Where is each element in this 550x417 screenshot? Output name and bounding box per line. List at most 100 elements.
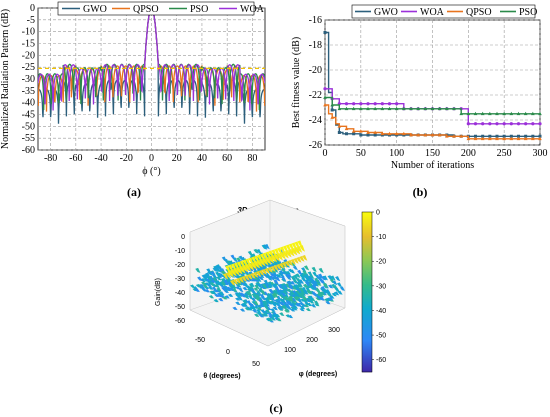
surface-patch (292, 265, 298, 271)
surface-patch (267, 264, 273, 270)
surface-patch (251, 306, 257, 311)
colorbar-slice (362, 233, 372, 235)
surface-patch (289, 269, 296, 274)
surface-patch (277, 306, 283, 311)
surface-patch (220, 281, 226, 287)
surface-patch (296, 257, 302, 263)
surface-patch (256, 311, 262, 316)
colorbar-slice (362, 332, 372, 334)
colorbar-slice (362, 224, 372, 226)
colorbar-slice (362, 265, 372, 267)
surface-patch (258, 276, 264, 281)
colorbar-slice (362, 363, 372, 365)
surface-patch (287, 260, 293, 266)
colorbar-slice (362, 310, 372, 312)
colorbar-slice (362, 287, 372, 289)
surface-patch (289, 290, 295, 295)
surface-patch (307, 271, 313, 277)
series-marker-qpso (380, 131, 385, 136)
surface-patch (216, 287, 222, 292)
colorbar-slice (362, 296, 372, 298)
surface-patch (291, 248, 297, 255)
surface-patch (248, 303, 255, 308)
surface-patch (288, 296, 294, 302)
series-marker-qpso (337, 124, 342, 128)
series-marker-qpso (452, 134, 456, 138)
colorbar-slice (362, 294, 372, 296)
surface-patch (258, 299, 264, 305)
surface-patch (339, 286, 345, 291)
surface-patch (299, 290, 305, 295)
x-axis-label-b: Number of iterations (391, 160, 474, 171)
surface-patch (242, 265, 248, 272)
y-tick-label-a: -60 (22, 145, 35, 156)
series-marker-qpso (488, 136, 492, 141)
colorbar-slice (362, 371, 372, 373)
series-marker-qpso (394, 131, 399, 136)
surface-patch (281, 286, 287, 291)
surface-patch (285, 273, 291, 279)
legend-label-woa: WOA (420, 7, 445, 18)
series-marker-pso (366, 106, 370, 111)
y-tick-label-a: -15 (22, 39, 35, 50)
y-tick-label-a: -10 (22, 27, 35, 38)
surface-patch (264, 268, 270, 274)
surface-patch (252, 309, 258, 313)
surface-patch (268, 288, 274, 294)
colorbar-slice (362, 230, 372, 232)
surface-patch (335, 276, 341, 282)
colorbar-slice (362, 278, 372, 280)
colorbar-slice (362, 229, 372, 231)
series-marker-woa (516, 122, 521, 126)
colorbar-slice (362, 215, 372, 217)
surface-patch (333, 291, 340, 296)
colorbar-slice (362, 231, 372, 233)
surface-patch (306, 289, 312, 295)
series-marker-gwo (345, 132, 348, 136)
surface-patch (261, 269, 267, 275)
surface-patch (255, 271, 262, 277)
surface-patch (308, 295, 314, 300)
colorbar-slice (362, 352, 372, 354)
surface-patch (270, 266, 276, 272)
chart-b: 0 50 100 150 200 250 300 -16 -18 -20 -22 -24 -26 Numb… (291, 4, 548, 171)
surface-patch (238, 287, 244, 293)
colorbar-slice (362, 312, 372, 314)
colorbar-slice (362, 251, 372, 253)
colorbar-slice (362, 237, 372, 239)
colorbar-slice (362, 345, 372, 347)
y-axis-label-b: Best fitness value (dB) (291, 37, 302, 128)
y-tick-label-a: -55 (22, 133, 35, 144)
surface-patch (311, 266, 317, 272)
surface-patch (226, 260, 232, 266)
surface-patch (194, 288, 200, 292)
colorbar-slice (362, 342, 372, 344)
x-tick-label-b: 300 (533, 148, 548, 159)
surface-patch (334, 287, 340, 292)
colorbar-slice (362, 324, 372, 326)
x-axis-label-a: ϕ (°) (142, 166, 160, 177)
colorbar-slice (362, 357, 372, 359)
surface-patch (273, 292, 279, 299)
surface-patch (251, 293, 257, 299)
colorbar-slice (362, 292, 372, 294)
surface-patch (253, 272, 259, 278)
series-marker-pso (480, 111, 485, 116)
surface-patch (241, 276, 247, 282)
y-tick-label-a: -45 (22, 110, 35, 121)
colorbar-slice (362, 285, 372, 287)
colorbar-slice (362, 246, 372, 248)
surface-patch (304, 281, 311, 287)
surface-patch (284, 309, 290, 313)
series-marker-woa (380, 102, 384, 106)
surface-patch (201, 288, 208, 292)
surface-patch (254, 293, 260, 299)
y-tick-label-b: -24 (309, 115, 322, 126)
surface-patch (244, 277, 250, 283)
colorbar-slice (362, 306, 372, 308)
surface-patch (267, 267, 273, 273)
surface-patch (265, 309, 271, 314)
colorbar-slice (362, 255, 372, 257)
series-marker-pso (416, 106, 420, 111)
surface-patch (313, 300, 320, 305)
